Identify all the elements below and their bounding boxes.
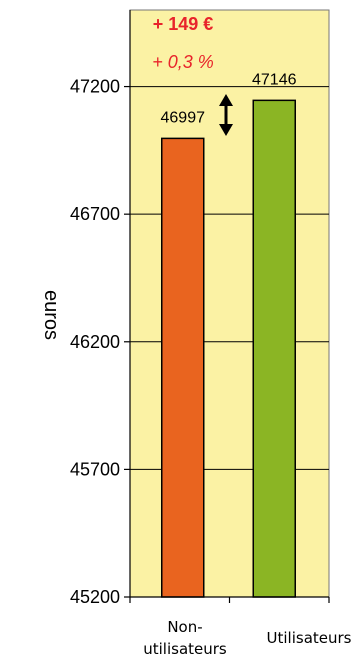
y-tick-label: 47200 [70,77,120,97]
y-tick-label: 45700 [70,459,120,479]
plot-area [129,9,330,598]
percent-annotation: + 0,3 % [152,52,214,72]
y-tick-label: 45200 [70,587,120,607]
y-tick-label: 46200 [70,332,120,352]
difference-arrow-icon [219,94,233,136]
data-label: 46997 [161,109,206,126]
bar [161,137,205,598]
data-labels: 46997 47146 [161,71,297,126]
difference-annotation: + 149 € [153,14,214,34]
x-axis: Non-utilisateurs Utilisateurs [129,596,352,657]
x-category-label: Utilisateurs [267,629,352,647]
y-axis-label: euros [40,290,62,340]
bar [252,99,296,598]
bars [161,99,296,598]
data-label: 47146 [252,71,297,88]
y-axis: 45200 45700 46200 46700 47200 [70,10,131,607]
x-category-label: Non-utilisateurs [143,618,227,657]
y-tick-label: 46700 [70,204,120,224]
